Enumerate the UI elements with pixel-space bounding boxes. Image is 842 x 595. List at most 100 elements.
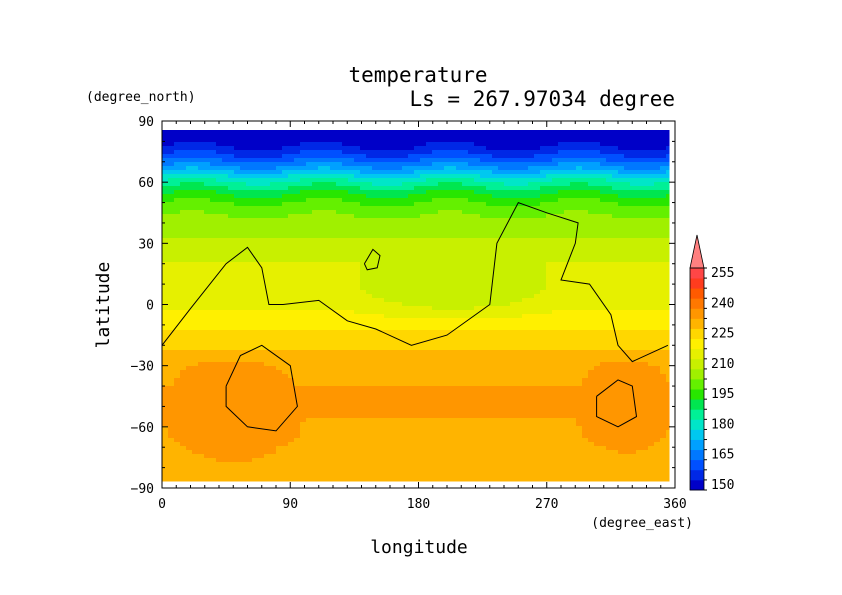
field-cell	[414, 258, 421, 263]
field-cell	[276, 138, 283, 143]
field-cell	[636, 282, 643, 287]
field-cell	[174, 174, 181, 179]
field-cell	[558, 214, 565, 219]
field-cell	[354, 174, 361, 179]
field-cell	[462, 346, 469, 351]
field-cell	[588, 326, 595, 331]
field-cell	[540, 302, 547, 307]
field-cell	[240, 322, 247, 327]
field-cell	[324, 166, 331, 171]
field-cell	[552, 186, 559, 191]
field-cell	[384, 146, 391, 151]
field-cell	[612, 146, 619, 151]
field-cell	[534, 222, 541, 227]
field-cell	[336, 210, 343, 215]
field-cell	[588, 270, 595, 275]
field-cell	[462, 362, 469, 367]
field-cell	[492, 138, 499, 143]
field-cell	[228, 138, 235, 143]
field-cell	[486, 254, 493, 259]
field-cell	[402, 158, 409, 163]
field-cell	[570, 130, 577, 135]
field-cell	[216, 334, 223, 339]
field-cell	[354, 270, 361, 275]
field-cell	[594, 174, 601, 179]
field-cell	[570, 282, 577, 287]
field-cell	[432, 226, 439, 231]
field-cell	[258, 142, 265, 147]
field-cell	[294, 210, 301, 215]
field-cell	[474, 170, 481, 175]
field-cell	[264, 358, 271, 363]
field-cell	[588, 258, 595, 263]
field-cell	[618, 306, 625, 311]
field-cell	[624, 190, 631, 195]
field-cell	[504, 186, 511, 191]
field-cell	[432, 274, 439, 279]
field-cell	[240, 326, 247, 331]
field-cell	[480, 226, 487, 231]
field-cell	[336, 190, 343, 195]
field-cell	[486, 362, 493, 367]
field-cell	[354, 282, 361, 287]
field-cell	[246, 238, 253, 243]
field-cell	[354, 194, 361, 199]
field-cell	[516, 162, 523, 167]
field-cell	[198, 282, 205, 287]
field-cell	[378, 166, 385, 171]
field-cell	[408, 338, 415, 343]
field-cell	[642, 182, 649, 187]
field-cell	[576, 326, 583, 331]
field-cell	[396, 322, 403, 327]
field-cell	[576, 202, 583, 207]
field-cell	[360, 262, 367, 267]
field-cell	[318, 290, 325, 295]
field-cell	[660, 262, 667, 267]
field-cell	[354, 266, 361, 271]
field-cell	[504, 174, 511, 179]
field-cell	[162, 306, 169, 311]
field-cell	[426, 234, 433, 239]
field-cell	[420, 150, 427, 155]
field-cell	[288, 286, 295, 291]
field-cell	[642, 350, 649, 355]
field-cell	[354, 314, 361, 319]
field-cell	[534, 162, 541, 167]
field-cell	[462, 206, 469, 211]
field-cell	[192, 154, 199, 159]
field-cell	[402, 134, 409, 139]
field-cell	[612, 326, 619, 331]
field-cell	[636, 254, 643, 259]
field-cell	[300, 342, 307, 347]
field-cell	[636, 318, 643, 323]
field-cell	[222, 158, 229, 163]
field-cell	[552, 130, 559, 135]
field-cell	[162, 250, 169, 255]
field-cell	[522, 314, 529, 319]
field-cell	[390, 246, 397, 251]
field-cell	[474, 258, 481, 263]
field-cell	[234, 282, 241, 287]
field-cell	[330, 362, 337, 367]
field-cell	[480, 250, 487, 255]
field-cell	[624, 298, 631, 303]
field-cell	[210, 226, 217, 231]
field-cell	[396, 290, 403, 295]
field-cell	[246, 202, 253, 207]
field-cell	[186, 246, 193, 251]
field-cell	[588, 170, 595, 175]
field-cell	[258, 362, 265, 367]
field-cell	[192, 138, 199, 143]
field-cell	[312, 186, 319, 191]
field-cell	[432, 314, 439, 319]
field-cell	[222, 210, 229, 215]
field-cell	[234, 262, 241, 267]
field-cell	[564, 218, 571, 223]
field-cell	[510, 246, 517, 251]
field-cell	[264, 262, 271, 267]
field-cell	[666, 342, 670, 347]
field-cell	[612, 282, 619, 287]
field-cell	[558, 246, 565, 251]
field-cell	[612, 258, 619, 263]
field-cell	[336, 266, 343, 271]
